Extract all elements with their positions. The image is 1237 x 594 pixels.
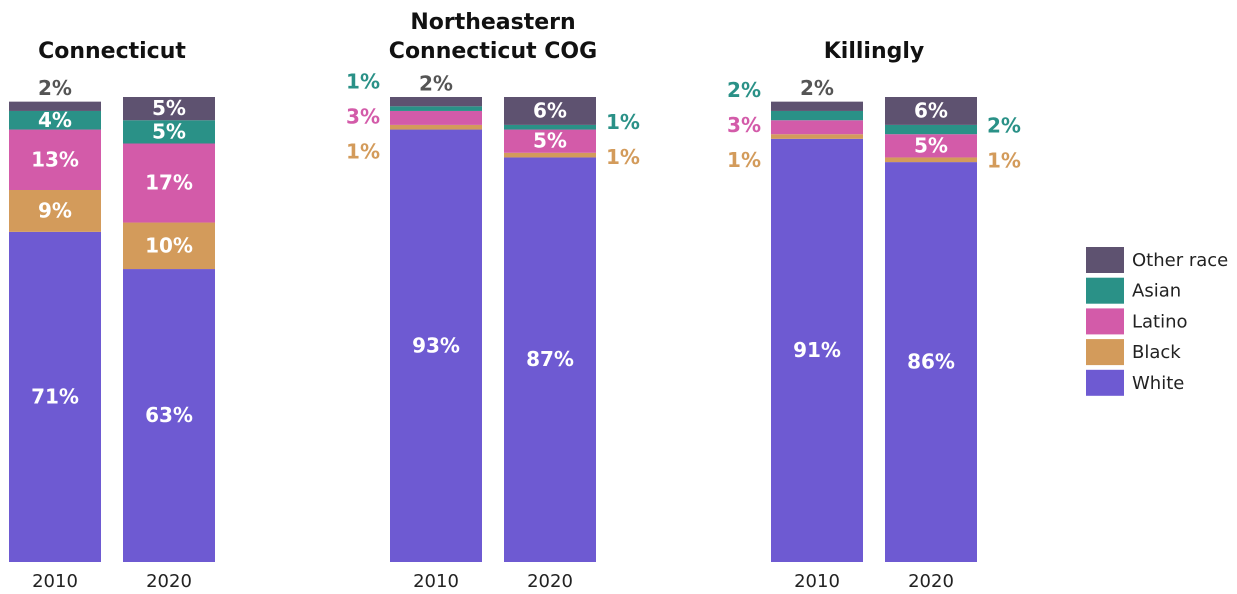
- bar-segment: [390, 129, 482, 563]
- bar-segment: [390, 97, 482, 107]
- legend-swatch: [1086, 308, 1124, 335]
- bar-segment: [9, 101, 101, 111]
- data-label: 5%: [533, 129, 567, 153]
- data-label: 2%: [987, 114, 1021, 138]
- data-label: 5%: [152, 96, 186, 120]
- data-label: 5%: [914, 133, 948, 157]
- bar-segment: [123, 269, 215, 562]
- data-label: 2%: [800, 76, 834, 100]
- bar-segment: [9, 190, 101, 232]
- bar-segment: [504, 152, 596, 158]
- legend-label: Asian: [1132, 281, 1181, 302]
- bar-segment: [390, 110, 482, 125]
- data-label: 2%: [727, 78, 761, 102]
- bar-segment: [123, 143, 215, 223]
- data-label: 2%: [419, 72, 453, 96]
- bar-segment: [390, 106, 482, 111]
- bar-segment: [885, 124, 977, 135]
- x-tick-label: 2020: [908, 571, 954, 592]
- data-label: 17%: [145, 171, 193, 195]
- data-label: 1%: [346, 139, 380, 163]
- bar-segment: [9, 110, 101, 130]
- legend-label: Black: [1132, 342, 1181, 363]
- bar-segment: [771, 134, 863, 139]
- bar-segment: [504, 97, 596, 125]
- data-label: 5%: [152, 119, 186, 143]
- data-label: 1%: [346, 69, 380, 93]
- legend-swatch: [1086, 369, 1124, 396]
- bar-segment: [885, 97, 977, 125]
- panel-title: Northeastern Connecticut COG: [388, 10, 598, 64]
- data-label: 6%: [533, 98, 567, 122]
- bar-segment: [504, 124, 596, 130]
- data-label: 1%: [727, 148, 761, 172]
- bar-segment: [885, 134, 977, 158]
- data-label: 1%: [987, 149, 1021, 173]
- bar-segment: [123, 120, 215, 144]
- data-label: 71%: [31, 384, 79, 408]
- bar-segment: [771, 101, 863, 111]
- bar-segment: [885, 162, 977, 562]
- x-tick-label: 2020: [527, 571, 573, 592]
- legend-label: Other race: [1132, 250, 1228, 271]
- legend-swatch: [1086, 247, 1124, 273]
- data-label: 1%: [606, 110, 640, 134]
- x-tick-label: 2010: [794, 571, 840, 592]
- x-tick-label: 2010: [32, 571, 78, 592]
- data-label: 63%: [145, 403, 193, 427]
- bar-segment: [771, 110, 863, 121]
- bar-segment: [771, 120, 863, 135]
- data-label: 3%: [346, 104, 380, 128]
- bar-segment: [504, 157, 596, 562]
- legend-label: Latino: [1132, 311, 1188, 332]
- legend-label: White: [1132, 373, 1184, 394]
- data-label: 9%: [38, 198, 72, 222]
- panel-title: Killingly: [823, 39, 925, 64]
- bar-segment: [123, 97, 215, 121]
- data-label: 1%: [606, 145, 640, 169]
- x-tick-label: 2010: [413, 571, 459, 592]
- data-label: 93%: [412, 333, 460, 357]
- panel-title: Connecticut: [38, 39, 186, 64]
- legend-swatch: [1086, 339, 1124, 366]
- bar-segment: [885, 157, 977, 163]
- data-label: 4%: [38, 108, 72, 132]
- bar-segment: [9, 231, 101, 562]
- bar-segment: [9, 129, 101, 190]
- data-label: 13%: [31, 147, 79, 171]
- bar-segment: [123, 222, 215, 270]
- data-label: 87%: [526, 347, 574, 371]
- x-tick-label: 2020: [146, 571, 192, 592]
- data-label: 2%: [38, 76, 72, 100]
- bar-segment: [504, 129, 596, 153]
- data-label: 3%: [727, 113, 761, 137]
- legend-swatch: [1086, 277, 1124, 304]
- data-label: 86%: [907, 350, 955, 374]
- bar-segment: [771, 138, 863, 562]
- bar-segment: [390, 124, 482, 130]
- data-label: 10%: [145, 233, 193, 257]
- data-label: 91%: [793, 338, 841, 362]
- data-label: 6%: [914, 98, 948, 122]
